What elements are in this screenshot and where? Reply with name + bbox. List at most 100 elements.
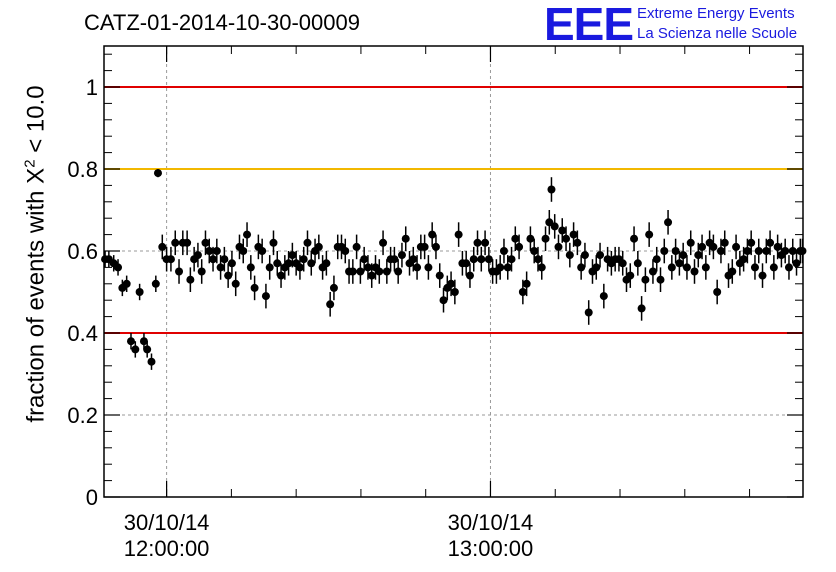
data-point: [454, 230, 463, 239]
data-point: [473, 238, 482, 247]
data-point: [273, 259, 282, 268]
data-point: [212, 247, 221, 255]
data-point: [580, 251, 589, 260]
y-tick-label: 0.4: [67, 321, 98, 346]
data-point: [720, 238, 729, 247]
data-point: [246, 263, 255, 272]
data-point: [360, 255, 369, 264]
data-point: [143, 345, 152, 354]
data-point: [114, 263, 123, 272]
data-point: [477, 255, 486, 264]
data-point: [554, 242, 563, 251]
data-point: [303, 238, 312, 247]
data-point: [694, 251, 703, 260]
data-point: [499, 247, 508, 255]
data-point: [630, 234, 639, 243]
data-point: [363, 263, 372, 272]
x-tick-label-time: 13:00:00: [448, 536, 534, 561]
data-point: [435, 271, 444, 280]
data-point: [277, 271, 286, 280]
data-point: [652, 255, 661, 264]
data-point: [541, 234, 550, 243]
x-tick-label-date: 30/10/14: [124, 510, 210, 535]
data-point: [243, 230, 252, 239]
data-point: [792, 259, 801, 268]
data-point: [341, 247, 350, 255]
data-point: [758, 271, 767, 280]
data-point: [592, 263, 601, 272]
plot-frame: [103, 45, 804, 498]
data-point: [547, 185, 556, 194]
logo-text-line1: Extreme Energy Events: [637, 5, 795, 22]
data-point: [258, 247, 267, 255]
data-point: [667, 263, 676, 272]
data-point: [584, 308, 593, 317]
data-point: [618, 259, 627, 268]
data-point: [686, 238, 695, 247]
data-point: [716, 247, 725, 255]
data-point: [739, 255, 748, 264]
data-point: [122, 279, 131, 288]
data-point: [439, 296, 448, 305]
data-point: [352, 242, 361, 251]
data-point: [766, 238, 775, 247]
data-point: [626, 271, 635, 280]
data-point: [224, 271, 233, 280]
data-point: [394, 267, 403, 276]
logo-text-line2: La Scienza nelle Scuole: [637, 25, 798, 42]
data-point: [131, 345, 140, 354]
data-point: [599, 292, 608, 301]
data-point: [250, 283, 259, 292]
data-point: [153, 169, 162, 178]
data-point: [679, 251, 688, 260]
data-point: [284, 259, 293, 268]
data-point: [562, 234, 571, 243]
data-point: [709, 242, 718, 251]
chart-title: CATZ-01-2014-10-30-00009: [84, 10, 360, 35]
data-point: [698, 242, 707, 251]
data-point: [682, 263, 691, 272]
data-point: [784, 263, 793, 272]
data-point: [239, 247, 248, 255]
data-point: [747, 238, 756, 247]
data-point: [481, 238, 490, 247]
x-tick-label-time: 12:00:00: [124, 536, 210, 561]
data-point: [139, 337, 148, 346]
data-point: [295, 263, 304, 272]
y-tick-label: 0.2: [67, 403, 98, 428]
data-point: [193, 251, 202, 260]
data-point: [299, 255, 308, 264]
data-point: [269, 238, 278, 247]
data-point: [356, 267, 365, 276]
data-point: [216, 263, 225, 272]
data-point: [645, 230, 654, 239]
data-point: [220, 255, 229, 264]
data-point: [401, 234, 410, 243]
data-point: [690, 267, 699, 276]
data-point: [503, 263, 512, 272]
data-point: [428, 230, 437, 239]
data-point: [641, 275, 650, 284]
data-point: [390, 255, 399, 264]
data-point: [660, 247, 669, 255]
data-point: [573, 238, 582, 247]
data-point: [135, 288, 144, 296]
data-point: [565, 251, 574, 260]
data-point: [656, 275, 665, 284]
data-point: [424, 263, 433, 272]
data-point: [329, 283, 338, 292]
data-point: [515, 242, 524, 251]
data-point: [743, 247, 752, 255]
data-point: [151, 279, 160, 288]
data-point: [183, 238, 192, 247]
x-tick-label-date: 30/10/14: [448, 510, 534, 535]
data-point: [322, 259, 331, 268]
data-point: [530, 247, 539, 255]
data-point: [348, 267, 357, 276]
data-point: [288, 251, 297, 260]
data-point: [307, 259, 316, 268]
data-point: [550, 222, 559, 231]
data-point: [158, 242, 167, 251]
data-point: [732, 242, 741, 251]
